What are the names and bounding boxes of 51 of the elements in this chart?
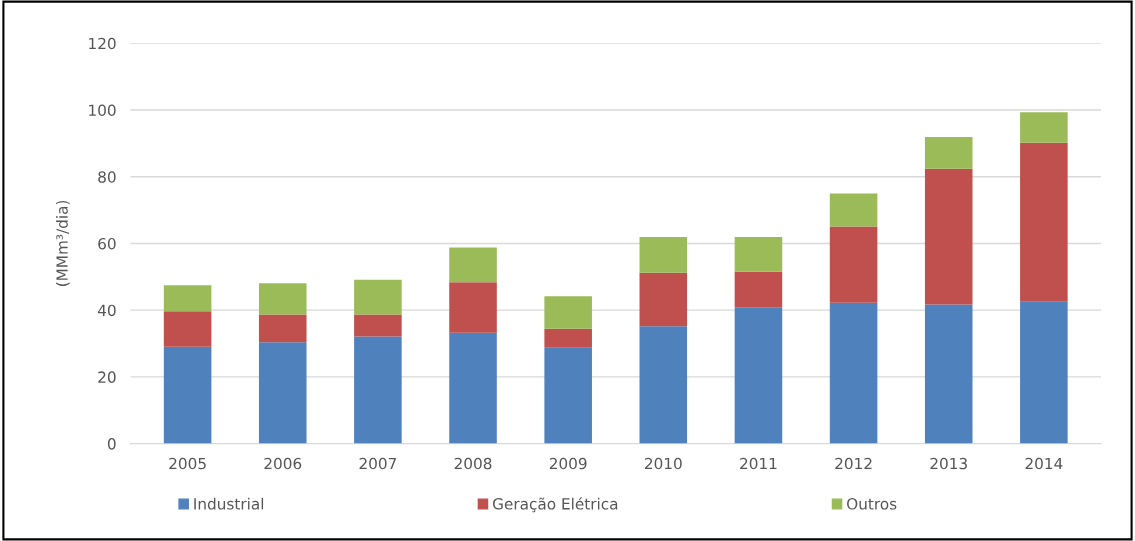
legend-label: Geração Elétrica [492,497,618,513]
bar [829,302,878,444]
bar [258,283,307,315]
y-axis-title: (MMm³/dia) [56,200,70,287]
x-tick-label: 2008 [454,457,492,470]
bar [544,347,592,444]
y-tick-label: 20 [98,371,116,383]
x-tick-label: 2014 [1025,457,1063,470]
y-tick-label: 40 [97,304,116,317]
legend-label: Outros [847,498,897,510]
bar [639,237,688,273]
bar [734,271,783,308]
x-tick-label: 2009 [549,457,587,470]
bar [258,342,307,444]
bar [924,137,973,169]
bar [924,304,973,444]
bar [354,279,402,315]
y-tick-label: 120 [89,37,116,50]
x-tick-label: 2010 [644,457,682,470]
legend-label: Industrial [194,497,264,510]
bar [354,314,402,337]
bar [1020,301,1068,444]
bar [258,314,307,343]
bar [449,247,497,283]
x-tick-label: 2006 [264,457,302,470]
bar [829,226,878,303]
bar [639,326,688,444]
bar [544,296,592,329]
x-tick-label: 2012 [835,457,872,470]
y-tick-label: 60 [98,237,116,250]
x-tick-label: 2005 [169,457,206,470]
bar [449,332,497,444]
bar [354,336,402,444]
bar [639,272,688,327]
bar [734,237,783,272]
bar [163,346,212,444]
bar [829,193,878,227]
bar [734,307,783,444]
bar [544,328,592,348]
x-tick-label: 2013 [930,457,967,470]
bar [163,311,212,347]
y-tick-label: 100 [89,104,116,117]
y-tick-label: 0 [107,438,116,450]
bar [924,168,973,305]
x-tick-label: 2007 [359,457,397,470]
bar [163,285,212,312]
bar [1020,142,1068,302]
y-tick-label: 80 [98,171,116,183]
bar [449,282,497,333]
bar [1020,112,1068,143]
x-tick-label: 2011 [740,457,777,470]
